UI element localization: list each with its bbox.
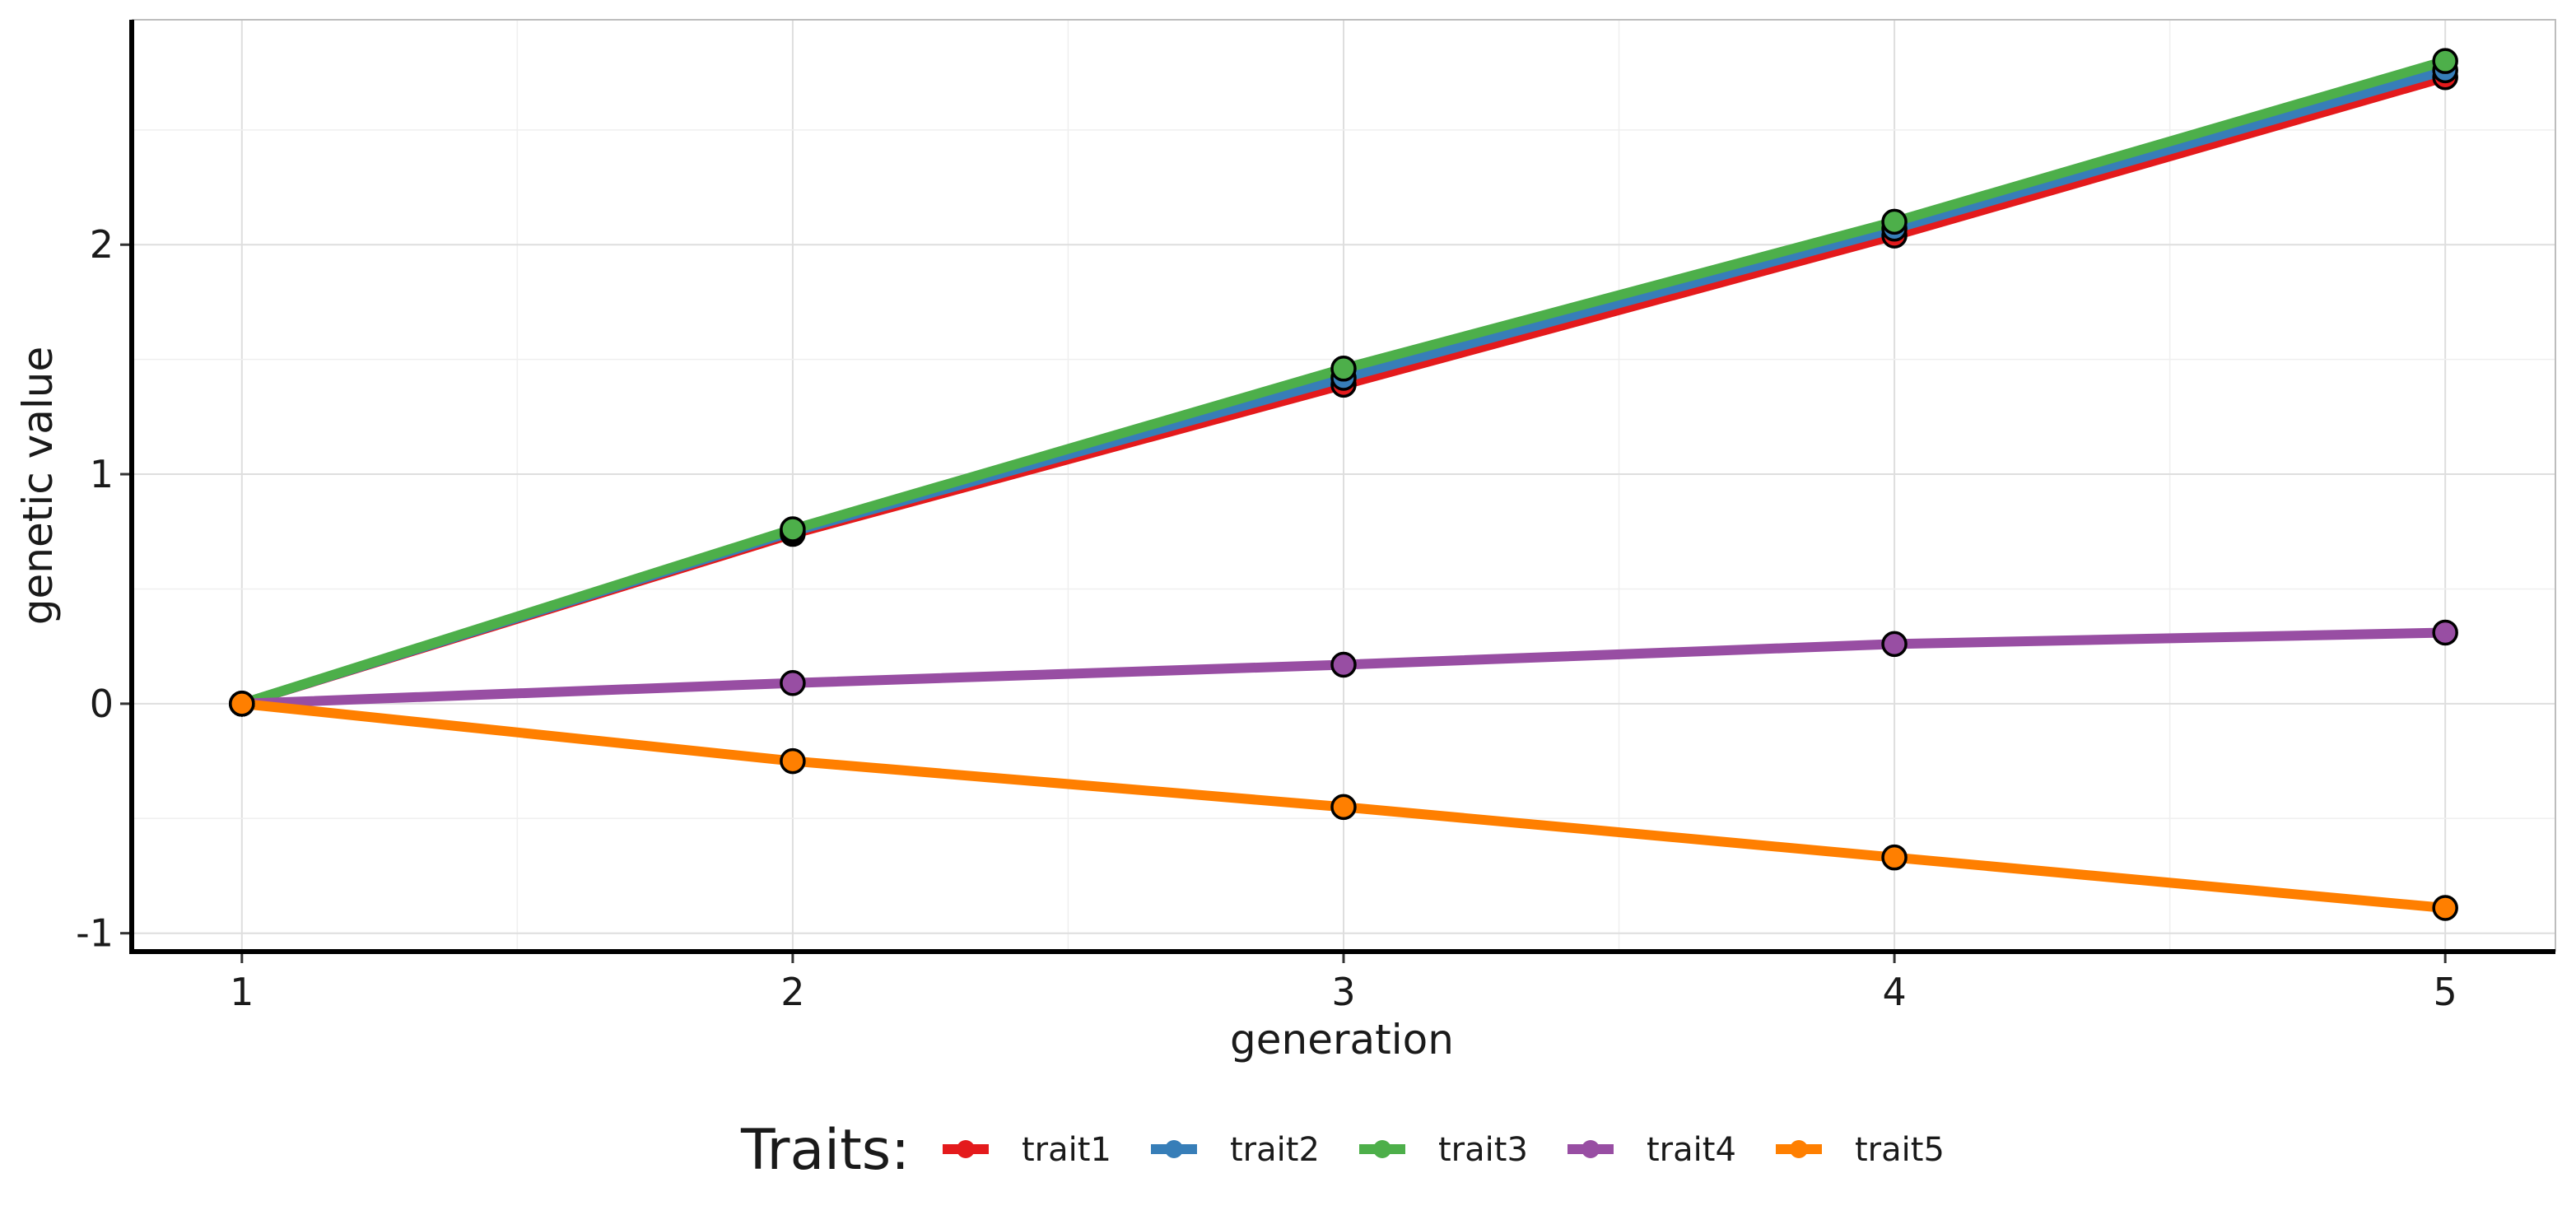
x-tick-label: 1 <box>230 970 254 1014</box>
trait5-point <box>2432 895 2458 921</box>
trait5-point <box>1330 794 1357 821</box>
panel-border <box>132 19 2556 952</box>
y-axis-title: genetic value <box>14 347 62 625</box>
legend-trait1-point <box>957 1140 975 1158</box>
legend-trait3-label: trait3 <box>1438 1131 1528 1169</box>
x-tick-label: 3 <box>1331 970 1355 1014</box>
legend-trait4-label: trait4 <box>1647 1131 1736 1169</box>
y-tick-label: 2 <box>90 222 114 267</box>
y-tick-label: -1 <box>76 911 114 956</box>
x-tick-label: 2 <box>780 970 804 1014</box>
trait3-point <box>1330 356 1357 382</box>
legend-trait1-label: trait1 <box>1022 1131 1111 1169</box>
trait5-point <box>1881 844 1908 871</box>
legend-trait2-point <box>1165 1140 1183 1158</box>
y-tick-label: 0 <box>90 682 114 726</box>
x-tick-label: 5 <box>2434 970 2457 1014</box>
y-tick-label: 1 <box>90 452 114 496</box>
trait4-point <box>1881 631 1908 658</box>
trait4-point <box>780 670 806 696</box>
legend-trait2-label: trait2 <box>1230 1131 1320 1169</box>
trait4-point <box>2432 619 2458 646</box>
trait4-point <box>1330 651 1357 678</box>
trait3-point <box>780 516 806 542</box>
series-points <box>229 48 2458 921</box>
trait3-point <box>1881 208 1908 235</box>
legend-trait3-point <box>1373 1140 1391 1158</box>
legend-trait4-point <box>1581 1140 1600 1158</box>
trait3-point <box>2432 48 2458 74</box>
x-axis-title: generation <box>1230 1016 1454 1064</box>
x-tick-label: 4 <box>1882 970 1906 1014</box>
legend-title: Traits: <box>740 1118 910 1183</box>
tick-labels: 1 2 3 4 5 -1 0 1 2 <box>76 222 2457 1014</box>
panel-frame <box>132 19 2556 952</box>
axes <box>129 20 2555 954</box>
legend-trait5-point <box>1790 1140 1808 1158</box>
trait5-point <box>229 691 255 717</box>
legend: Traits: trait1 trait2 trait3 trait4 trait5 <box>740 1118 1945 1183</box>
trait5-point <box>780 747 806 775</box>
legend-trait5-label: trait5 <box>1855 1131 1945 1169</box>
